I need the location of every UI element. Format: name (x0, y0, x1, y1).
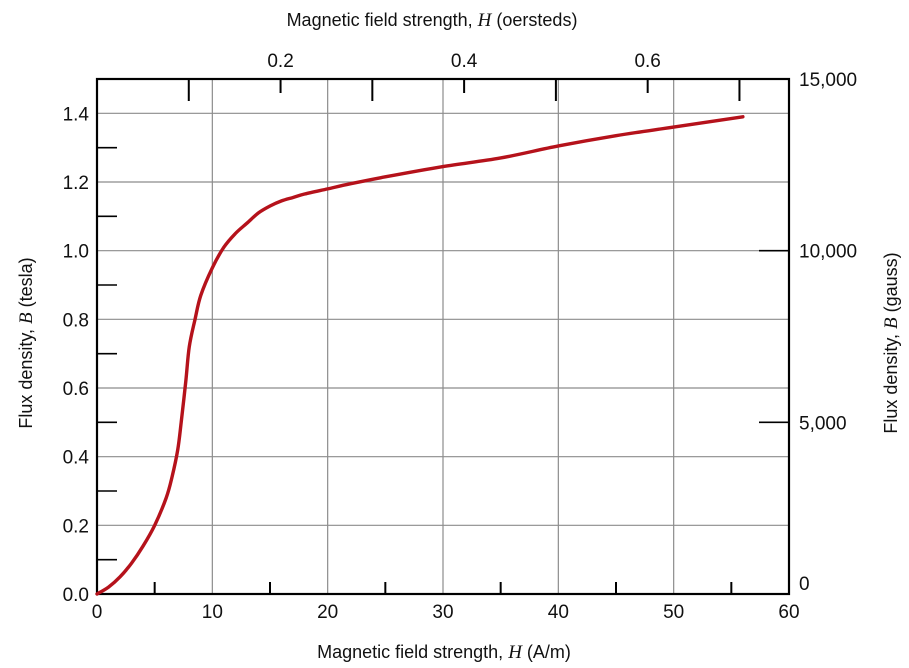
right-tick-label: 5,000 (799, 413, 847, 434)
plot-border (95, 77, 791, 596)
right-axis-title: Flux density, B (gauss) (881, 252, 902, 433)
series (95, 115, 745, 596)
y-tick-label: 0.8 (63, 310, 89, 331)
y-axis-title: Flux density, B (tesla) (16, 257, 37, 428)
top-tick-label: 0.4 (451, 51, 478, 72)
x-tick-label: 50 (663, 602, 684, 623)
y-tick-label: 0.0 (63, 585, 89, 606)
y-tick-label: 0.6 (63, 379, 89, 400)
top-tick-label: 0.6 (634, 51, 660, 72)
y-tick-label: 0.2 (63, 516, 89, 537)
tick-labels: 0 10 20 30 40 50 60 0.0 0.2 0.4 0.6 0.8 1.0 1.2 1.4 0.2… (63, 51, 858, 623)
x-axis-title: Magnetic field strength, H (A/m) (317, 642, 571, 663)
top-axis-title: Magnetic field strength, H (oersteds) (287, 10, 578, 31)
y-tick-label: 0.4 (63, 448, 90, 469)
y-tick-label: 1.2 (63, 173, 89, 194)
x-tick-label: 60 (778, 602, 799, 623)
x-tick-label: 10 (202, 602, 223, 623)
top-tick-label: 0.2 (267, 51, 293, 72)
b-h-curve (95, 115, 745, 596)
x-tick-label: 0 (92, 602, 103, 623)
right-tick-label: 0 (799, 574, 810, 595)
plot-frame (95, 77, 791, 596)
y-tick-label: 1.4 (63, 104, 90, 125)
y-tick-label: 1.0 (63, 242, 89, 263)
x-tick-label: 40 (548, 602, 569, 623)
right-tick-label: 15,000 (799, 70, 857, 91)
tick-marks (97, 78, 789, 594)
grid (97, 79, 789, 594)
x-tick-label: 20 (317, 602, 338, 623)
right-tick-label: 10,000 (799, 242, 857, 263)
x-tick-label: 30 (432, 602, 453, 623)
